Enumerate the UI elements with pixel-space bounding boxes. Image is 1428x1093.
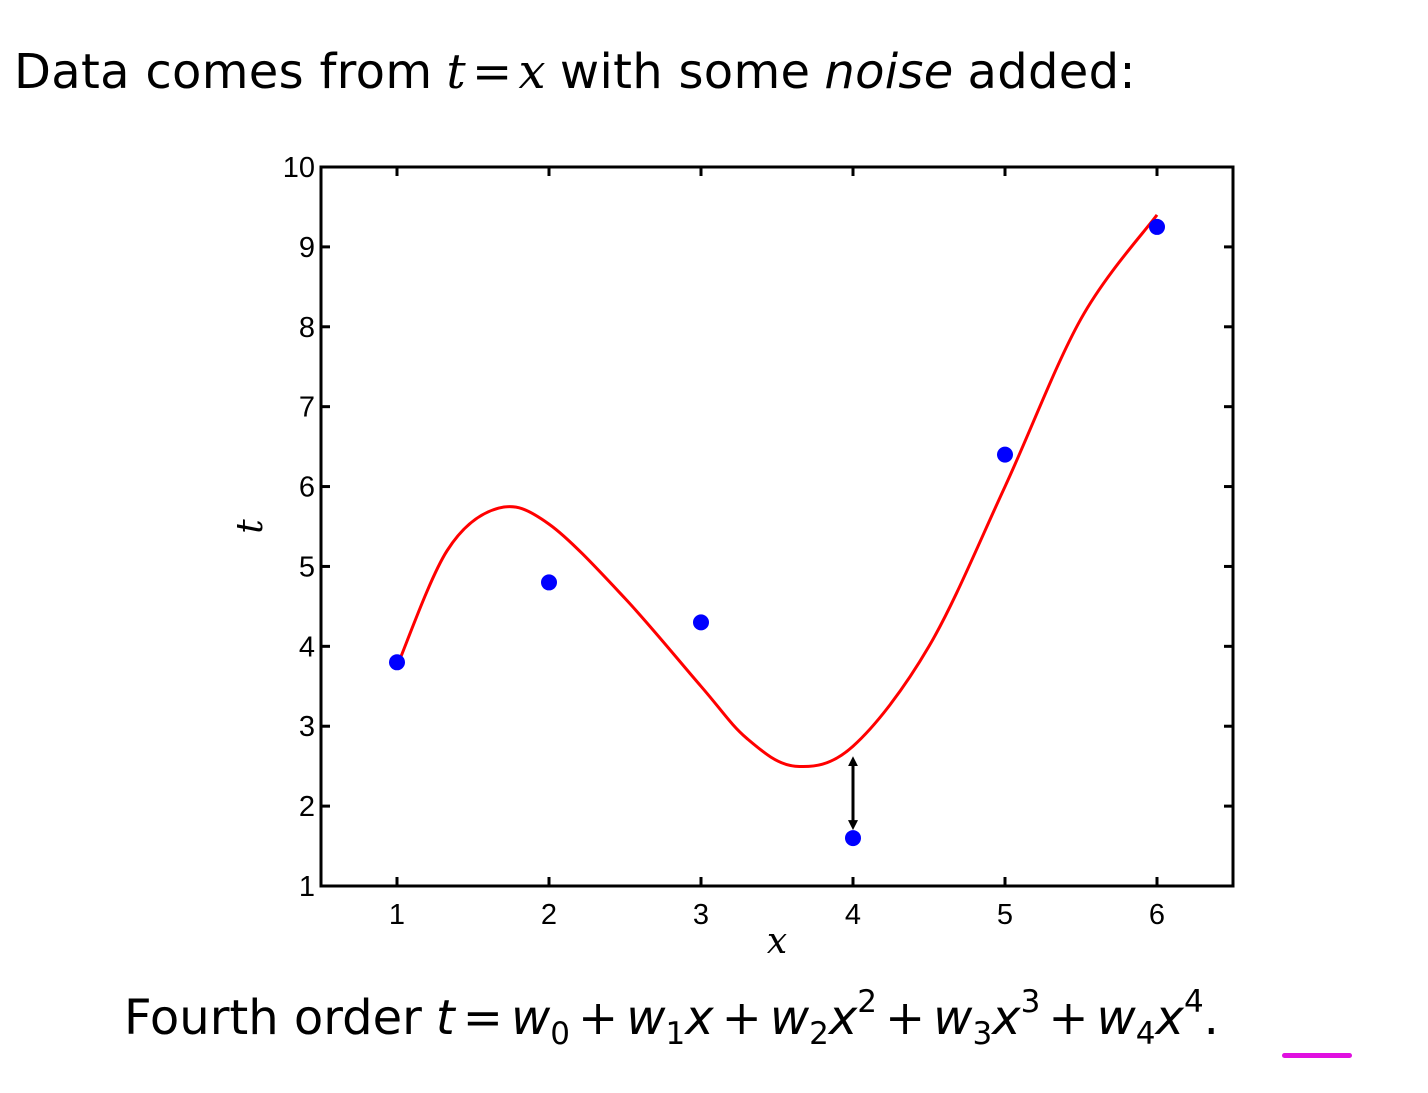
data-point (845, 830, 861, 847)
caption-t: t (435, 990, 455, 1046)
highlight-underline (1282, 1053, 1352, 1058)
y-tick-label: 2 (299, 791, 315, 823)
y-tick-label: 1 (299, 871, 315, 903)
data-point (997, 446, 1013, 463)
y-axis-title: t (230, 519, 271, 534)
x-tick-label: 4 (845, 899, 861, 931)
sub-1: 1 (665, 1016, 686, 1052)
plus-4: + (1048, 990, 1089, 1046)
slide-heading: Data comes from t = x with some noise added: (14, 40, 1136, 104)
sub-2: 2 (809, 1016, 829, 1052)
var-x1: x (685, 990, 714, 1046)
heading-equals: = (471, 44, 513, 100)
sup-3: 3 (1020, 984, 1041, 1020)
heading-middle: with some (559, 44, 811, 100)
data-points (389, 218, 1165, 847)
x-axis: 1 2 3 4 5 6 (389, 167, 1165, 931)
y-axis: 1 2 3 4 5 6 7 8 9 10 (283, 152, 1233, 903)
caption-equals: = (462, 990, 503, 1046)
x-tick-label: 6 (1149, 899, 1165, 931)
term-w0: w (510, 990, 551, 1046)
plus-2: + (721, 990, 762, 1046)
y-tick-label: 7 (299, 392, 315, 424)
var-x2: x (828, 990, 858, 1046)
y-tick-label: 3 (299, 711, 315, 743)
plus-3: + (884, 990, 926, 1046)
caption-formula: Fourth order t = w0 + w1x + w2x2 + w3x3 + w4x4. (124, 986, 1219, 1050)
fit-curve (395, 214, 1159, 769)
sub-0: 0 (550, 1016, 570, 1052)
heading-emphasis: noise (824, 44, 954, 100)
term-w1: w (626, 990, 666, 1046)
caption-label: Fourth order (124, 990, 422, 1046)
heading-suffix: added: (967, 44, 1136, 100)
heading-var-x: x (518, 44, 546, 100)
data-point (1149, 218, 1165, 235)
term-w4: w (1096, 990, 1136, 1046)
y-tick-label: 4 (299, 631, 315, 663)
heading-prefix: Data comes from (14, 44, 433, 100)
y-tick-label: 6 (299, 472, 315, 504)
x-tick-label: 3 (693, 899, 709, 931)
data-point (541, 574, 557, 591)
data-point (389, 654, 405, 671)
y-tick-label: 10 (283, 152, 315, 184)
sub-3: 3 (972, 1016, 993, 1052)
heading-var-t: t (446, 44, 466, 100)
data-point (693, 614, 709, 631)
sup-2: 2 (857, 984, 877, 1020)
sub-4: 4 (1135, 1016, 1156, 1052)
y-tick-label: 9 (299, 232, 315, 264)
plot-frame (319, 165, 1235, 888)
plus-1: + (577, 990, 619, 1046)
term-w3: w (933, 990, 973, 1046)
sup-4: 4 (1183, 984, 1204, 1020)
x-axis-title: x (767, 921, 787, 962)
x-tick-label: 2 (541, 899, 557, 931)
var-x4: x (1155, 990, 1184, 1046)
x-tick-label: 1 (389, 899, 405, 931)
var-x3: x (992, 990, 1021, 1046)
x-tick-label: 5 (997, 899, 1013, 931)
y-tick-label: 8 (299, 312, 315, 344)
caption-period: . (1203, 990, 1219, 1046)
term-w2: w (769, 990, 810, 1046)
y-tick-label: 5 (299, 551, 315, 583)
